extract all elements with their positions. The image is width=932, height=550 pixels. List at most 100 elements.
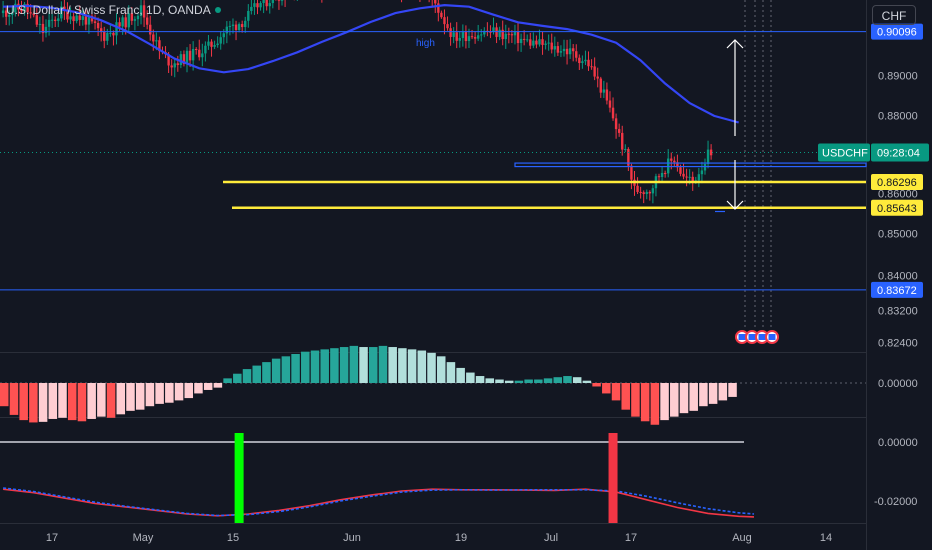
histogram-bar [67, 383, 77, 421]
candle-body [253, 3, 256, 7]
candle-body [262, 0, 265, 4]
price-level-badge-label: 0.83672 [877, 285, 917, 297]
candle-body [124, 17, 127, 28]
price-axis-label: 0.83200 [878, 306, 918, 318]
histogram-bar [427, 352, 436, 383]
candle-body [176, 63, 180, 65]
candle-body [489, 31, 492, 33]
histogram-bar [252, 365, 261, 383]
candle-body [256, 3, 259, 8]
candle-body [516, 31, 520, 44]
candle-body [507, 33, 511, 35]
candle-body [568, 48, 572, 55]
price-level-badge [871, 199, 923, 216]
candle-body [280, 0, 284, 1]
price-level-badge-label: 0.86296 [877, 177, 917, 189]
candle-body [476, 35, 480, 39]
candle-body [1, 10, 5, 14]
histogram-bar [174, 383, 184, 401]
candle-body [75, 15, 78, 22]
histogram-bar [582, 380, 592, 383]
histogram-bar [398, 348, 407, 383]
candle-body [167, 54, 170, 66]
candle-body [152, 34, 155, 42]
candle-body [115, 22, 118, 36]
histogram-bar [213, 383, 223, 388]
histogram-bar [301, 351, 310, 383]
candle-body [14, 3, 17, 13]
candle-body [550, 42, 553, 50]
histogram-bar [145, 383, 155, 407]
candle-body [219, 37, 222, 44]
candle-body [470, 36, 474, 38]
chart-title: U.S. Dollar / Swiss Franc, 1D, OANDA [6, 3, 222, 17]
candle-body [133, 19, 137, 21]
candle-body [145, 17, 149, 25]
oscillator-axis-label: 0.00000 [878, 437, 918, 449]
candle-body [44, 26, 48, 34]
candle-body [112, 32, 115, 36]
candle-body [63, 6, 66, 11]
price-level-badge-label: 0.85643 [877, 203, 917, 215]
candle-body [4, 10, 8, 17]
chart-title-text: U.S. Dollar / Swiss Franc, 1D, OANDA [6, 3, 211, 17]
candle-body [596, 76, 599, 79]
histogram-bar [553, 377, 563, 383]
histogram-bar [592, 383, 601, 387]
histogram-bar [203, 383, 213, 390]
candle-body [614, 118, 618, 130]
histogram-bar [495, 379, 504, 383]
candle-body [26, 3, 29, 13]
candle-body [182, 54, 186, 65]
histogram-bar [699, 383, 708, 407]
price-axis-label: 0.84000 [878, 271, 918, 283]
histogram-bar [155, 383, 164, 404]
candle-body [139, 5, 143, 16]
price-level-badge [871, 173, 923, 190]
candle-body [553, 46, 556, 50]
histogram-bar [572, 377, 582, 383]
currency-selector[interactable]: CHF [872, 5, 916, 25]
histogram-bar [621, 383, 630, 410]
histogram-bar [534, 379, 543, 383]
histogram-bar [58, 383, 67, 418]
flag-icon [768, 334, 776, 340]
candle-body [504, 33, 507, 40]
candle-body [559, 51, 563, 53]
candle-body [47, 19, 51, 27]
histogram-bar [320, 349, 329, 383]
histogram-bar [543, 378, 553, 383]
candle-body [60, 6, 63, 19]
candle-body [35, 15, 39, 25]
candle-body [173, 63, 176, 68]
histogram-bar [679, 383, 689, 414]
price-axis-label: 0.85000 [878, 229, 918, 241]
candle-body [541, 39, 544, 45]
candle-body [575, 51, 578, 58]
histogram-bar [19, 383, 28, 421]
countdown-tag [871, 143, 929, 162]
candle-body [188, 50, 192, 61]
candle-body [501, 29, 504, 40]
candle-body [136, 15, 140, 20]
candle-body [155, 40, 158, 42]
histogram-bar [718, 383, 728, 401]
candle-body [268, 3, 271, 7]
time-axis-label: 17 [46, 532, 58, 544]
candle-body [529, 39, 532, 46]
candle-body [651, 188, 655, 194]
candle-body [556, 46, 560, 53]
market-status-dot [215, 7, 222, 13]
time-axis-label: Aug [732, 532, 752, 544]
candle-body [538, 39, 541, 45]
histogram-bar [0, 383, 9, 407]
candle-body [547, 42, 550, 44]
candle-body [259, 3, 262, 8]
candle-body [204, 45, 207, 54]
histogram-bar [116, 383, 126, 415]
oscillator-axis-label: -0.02000 [874, 496, 917, 508]
candle-body [11, 12, 14, 15]
candle-body [210, 41, 213, 47]
